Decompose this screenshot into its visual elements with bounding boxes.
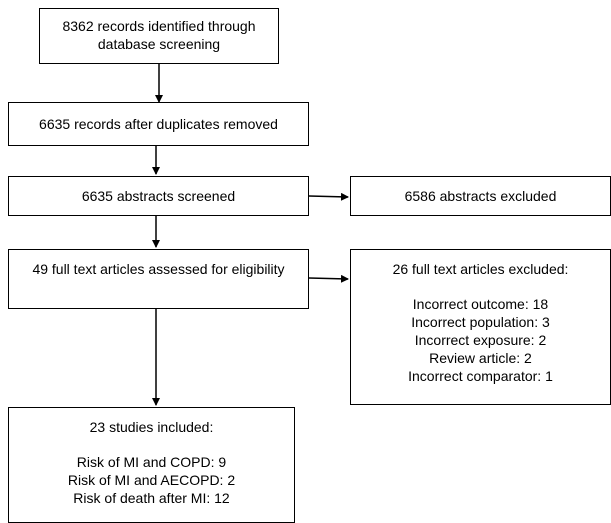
abstracts-excluded-box: 6586 abstracts excluded xyxy=(350,176,611,216)
reason-item: Incorrect comparator: 1 xyxy=(408,368,553,384)
included-box: 23 studies included: Risk of MI and COPD… xyxy=(8,407,295,523)
fulltext-excluded-box: 26 full text articles excluded: Incorrec… xyxy=(350,249,611,405)
included-title: 23 studies included: xyxy=(89,419,214,435)
eligibility-text: 49 full text articles assessed for eligi… xyxy=(32,261,285,277)
eligibility-box: 49 full text articles assessed for eligi… xyxy=(8,249,309,309)
included-item: Risk of death after MI: 12 xyxy=(73,490,230,506)
fulltext-excluded-title: 26 full text articles excluded: xyxy=(392,261,569,277)
reason-item: Review article: 2 xyxy=(429,350,532,366)
duplicates-removed-text: 6635 records after duplicates removed xyxy=(39,116,278,132)
screened-text: 6635 abstracts screened xyxy=(81,188,236,204)
screened-box: 6635 abstracts screened xyxy=(8,176,309,216)
arrow-screened-to-excluded xyxy=(308,192,349,201)
abstracts-excluded-text: 6586 abstracts excluded xyxy=(404,188,557,204)
included-item: Risk of MI and COPD: 9 xyxy=(76,454,227,470)
reason-item: Incorrect outcome: 18 xyxy=(412,296,549,312)
reason-item: Incorrect exposure: 2 xyxy=(414,332,547,348)
identification-line-2: database screening xyxy=(97,36,221,52)
included-item: Risk of MI and AECOPD: 2 xyxy=(67,472,236,488)
duplicates-removed-box: 6635 records after duplicates removed xyxy=(8,102,309,146)
identification-box: 8362 records identified through database… xyxy=(39,8,279,64)
identification-line-1: 8362 records identified through xyxy=(62,18,256,34)
arrow-eligibility-to-fulltext-excluded xyxy=(308,274,349,283)
reason-item: Incorrect population: 3 xyxy=(411,314,550,330)
